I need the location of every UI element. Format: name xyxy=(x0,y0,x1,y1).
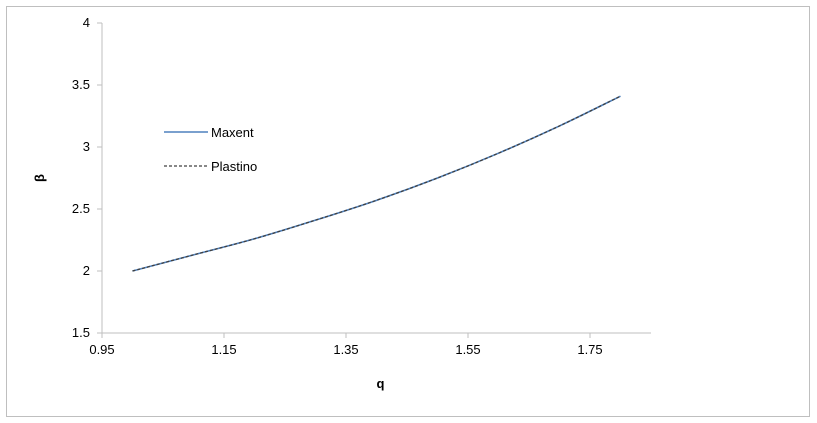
x-tick-label: 1.55 xyxy=(455,342,480,357)
series-line-plastino xyxy=(132,95,621,272)
series-line-maxent xyxy=(132,95,621,272)
y-tick-label: 3.5 xyxy=(72,77,90,92)
chart-frame: 1.5 2 2.5 3 3.5 4 0.95 1.15 1.35 1.55 1.75 Maxent P… xyxy=(6,6,810,417)
legend: Maxent Plastino xyxy=(164,125,257,174)
legend-label-maxent: Maxent xyxy=(211,125,254,140)
legend-label-plastino: Plastino xyxy=(211,159,257,174)
x-tick-label: 1.75 xyxy=(577,342,602,357)
x-tick-label: 0.95 xyxy=(89,342,114,357)
y-tick-label: 1.5 xyxy=(72,325,90,340)
x-tick-label: 1.15 xyxy=(211,342,236,357)
x-tick-label: 1.35 xyxy=(333,342,358,357)
y-tick-label: 2 xyxy=(83,263,90,278)
series-lines xyxy=(132,95,621,272)
y-tick-label: 2.5 xyxy=(72,201,90,216)
x-axis-title: q xyxy=(377,376,385,391)
chart-svg: 1.5 2 2.5 3 3.5 4 0.95 1.15 1.35 1.55 1.75 Maxent P… xyxy=(32,15,651,391)
y-tick-label: 4 xyxy=(83,15,90,30)
axes xyxy=(101,23,651,334)
ticks: 1.5 2 2.5 3 3.5 4 0.95 1.15 1.35 1.55 1.75 xyxy=(72,15,603,357)
y-axis-title: β xyxy=(32,174,47,182)
y-tick-label: 3 xyxy=(83,139,90,154)
